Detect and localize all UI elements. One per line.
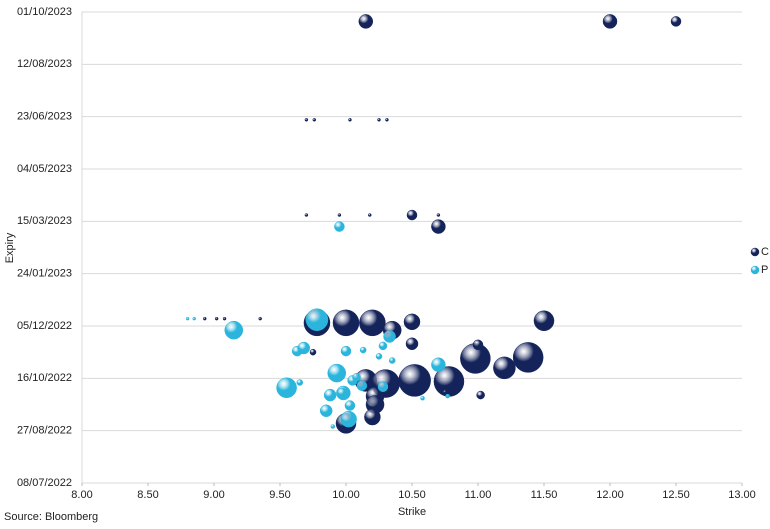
bubble — [224, 320, 244, 340]
legend-label: P — [761, 264, 768, 276]
bubble — [319, 404, 333, 418]
y-tick-label: 12/08/2023 — [17, 58, 72, 70]
bubble — [304, 213, 309, 217]
y-tick-label: 01/10/2023 — [17, 6, 72, 18]
bubble — [356, 380, 368, 391]
bubble — [332, 309, 360, 337]
bubble — [336, 387, 348, 399]
bubble — [431, 357, 446, 372]
bubble — [368, 213, 372, 217]
bubble — [337, 213, 342, 217]
bubble — [405, 337, 419, 351]
bubble — [359, 346, 367, 354]
bubble — [377, 381, 389, 392]
bubble — [203, 316, 207, 321]
x-tick-label: 12.00 — [596, 489, 624, 501]
bubble — [670, 16, 682, 27]
bubble — [403, 313, 421, 331]
legend-marker — [750, 247, 760, 257]
x-tick-label: 12.50 — [662, 489, 690, 501]
bubble — [312, 118, 317, 122]
bubble — [276, 377, 297, 399]
bubble — [431, 219, 446, 234]
bubble — [297, 341, 311, 355]
y-axis-title: Expiry — [4, 232, 16, 263]
bubble — [214, 316, 219, 321]
y-tick-label: 04/05/2023 — [17, 163, 72, 175]
bubble — [436, 213, 441, 217]
bubble — [330, 424, 336, 429]
bubble — [493, 356, 516, 380]
bubble — [222, 316, 227, 321]
bubble — [340, 345, 352, 357]
bubble — [602, 14, 618, 29]
bubble — [445, 393, 450, 399]
bubble — [185, 316, 190, 321]
bubble — [472, 339, 484, 351]
y-tick-label: 27/08/2022 — [17, 425, 72, 437]
bubble — [420, 395, 425, 401]
x-tick-label: 10.50 — [398, 489, 426, 501]
bubble — [309, 348, 317, 356]
x-tick-label: 11.50 — [531, 489, 558, 501]
bubble — [512, 342, 544, 373]
y-tick-label: 24/01/2023 — [17, 268, 72, 280]
x-tick-label: 8.00 — [71, 489, 92, 501]
bubble — [305, 308, 329, 331]
bubble — [334, 221, 345, 232]
x-tick-label: 8.50 — [137, 489, 158, 501]
bubble — [476, 390, 485, 400]
bubble — [359, 309, 386, 337]
bubble — [192, 316, 196, 321]
bubble — [323, 388, 337, 402]
x-tick-label: 11.00 — [465, 489, 492, 501]
bubble — [442, 389, 448, 395]
series-1 — [185, 221, 450, 429]
x-tick-label: 10.00 — [332, 489, 360, 501]
y-tick-label: 08/07/2022 — [17, 477, 72, 489]
y-tick-label: 16/10/2022 — [17, 372, 72, 384]
bubble — [352, 373, 361, 382]
x-tick-label: 9.50 — [269, 489, 290, 501]
y-tick-label: 23/06/2023 — [17, 111, 72, 123]
x-tick-label: 9.00 — [203, 489, 224, 501]
bubble — [388, 357, 396, 364]
bubble — [378, 341, 388, 351]
x-tick-label: 13.00 — [728, 489, 756, 501]
bubble — [327, 363, 347, 383]
bubble — [383, 330, 396, 343]
source-note: Source: Bloomberg — [4, 511, 98, 523]
bubble — [533, 310, 555, 332]
legend-marker — [750, 265, 760, 275]
bubble — [344, 400, 356, 411]
bubble — [296, 379, 304, 386]
bubble — [385, 118, 389, 122]
y-tick-label: 05/12/2022 — [17, 320, 72, 332]
bubble — [398, 364, 431, 397]
bubble — [364, 408, 381, 426]
bubble — [377, 118, 381, 122]
y-tick-label: 15/03/2023 — [17, 215, 72, 227]
bubble — [304, 118, 309, 122]
bubble — [358, 14, 374, 29]
bubble — [258, 316, 262, 321]
bubble — [340, 410, 357, 428]
bubble — [406, 209, 418, 221]
bubble — [348, 118, 352, 122]
legend-label: C — [761, 246, 769, 258]
x-axis-title: Strike — [398, 506, 426, 518]
bubble — [375, 353, 383, 360]
